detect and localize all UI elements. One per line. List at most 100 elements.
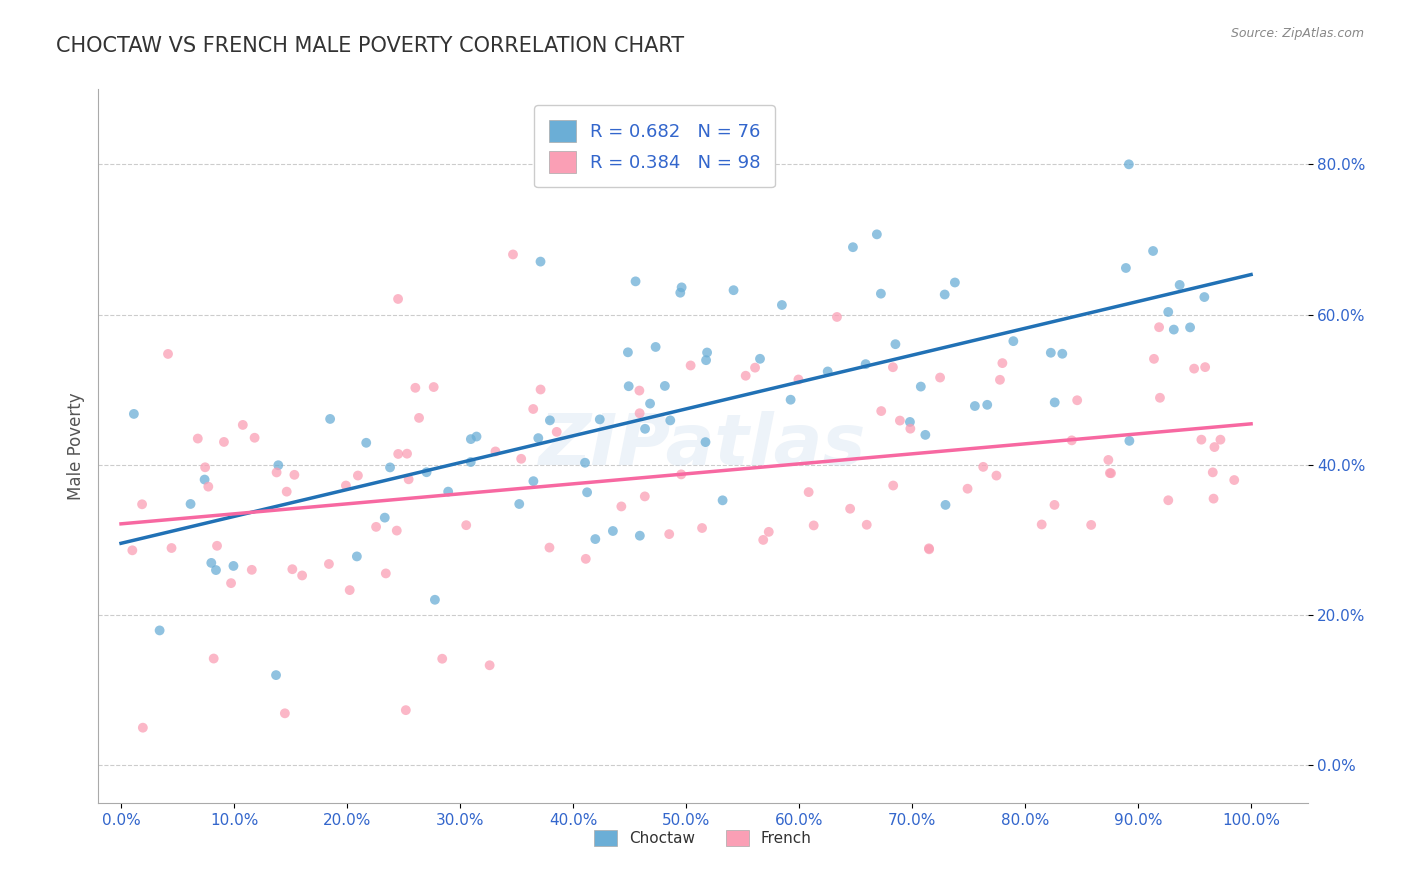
Point (456, 518, 478, 533)
Point (976, 398, 998, 412)
Point (374, 510, 396, 524)
Point (918, 542, 941, 557)
Point (318, 557, 340, 571)
Point (749, 351, 772, 366)
Point (634, 490, 657, 504)
Point (956, 482, 979, 496)
Point (232, 417, 254, 432)
Point (1194, 290, 1216, 304)
Point (538, 541, 561, 555)
Point (644, 340, 666, 354)
Point (529, 383, 551, 397)
Point (347, 468, 370, 483)
Point (583, 532, 606, 546)
Point (576, 485, 599, 500)
Point (1115, 260, 1137, 275)
Point (1149, 391, 1171, 405)
Point (1031, 517, 1053, 532)
Point (884, 337, 907, 351)
Point (522, 402, 544, 417)
Point (963, 399, 986, 413)
Point (1204, 440, 1226, 454)
Point (929, 370, 952, 384)
Point (734, 368, 756, 383)
Point (283, 467, 305, 482)
Point (291, 568, 314, 582)
Point (1060, 434, 1083, 448)
Legend: Choctaw, French: Choctaw, French (588, 824, 818, 852)
Point (1002, 334, 1025, 348)
Point (527, 431, 550, 445)
Point (510, 451, 533, 466)
Point (460, 432, 482, 446)
Point (679, 359, 702, 373)
Point (243, 431, 266, 445)
Point (122, 407, 145, 421)
Point (374, 566, 396, 581)
Point (205, 563, 228, 577)
Point (972, 459, 994, 474)
Point (354, 435, 377, 450)
Point (1118, 434, 1140, 448)
Point (797, 485, 820, 500)
Point (212, 434, 235, 449)
Point (202, 651, 225, 665)
Point (825, 310, 848, 324)
Point (364, 520, 387, 534)
Point (695, 353, 717, 368)
Point (1209, 433, 1232, 447)
Point (478, 658, 501, 673)
Point (638, 396, 661, 410)
Point (1039, 345, 1062, 359)
Point (628, 406, 651, 420)
Point (378, 460, 401, 475)
Point (1157, 305, 1180, 319)
Point (240, 563, 263, 577)
Point (276, 484, 298, 499)
Point (1080, 517, 1102, 532)
Point (1178, 320, 1201, 334)
Point (460, 455, 482, 469)
Text: Source: ZipAtlas.com: Source: ZipAtlas.com (1230, 27, 1364, 40)
Point (866, 227, 889, 242)
Point (986, 468, 1008, 483)
Point (266, 466, 288, 480)
Point (991, 356, 1014, 370)
Point (744, 360, 766, 375)
Point (319, 412, 342, 426)
Point (1052, 347, 1074, 361)
Point (723, 283, 745, 297)
Point (617, 379, 640, 393)
Point (1142, 244, 1164, 258)
Point (1118, 157, 1140, 171)
Point (156, 347, 179, 361)
Point (711, 493, 734, 508)
Point (408, 410, 430, 425)
Point (1143, 351, 1166, 366)
Point (200, 556, 222, 570)
Point (132, 721, 155, 735)
Point (1147, 320, 1170, 334)
Point (628, 529, 651, 543)
Point (855, 357, 877, 371)
Point (817, 364, 839, 378)
Point (1066, 393, 1088, 408)
Point (529, 254, 551, 268)
Point (752, 533, 775, 547)
Point (404, 381, 426, 395)
Point (695, 435, 717, 450)
Text: ZIPatlas: ZIPatlas (540, 411, 866, 481)
Point (898, 422, 921, 436)
Point (1223, 473, 1246, 487)
Point (281, 562, 304, 576)
Point (988, 373, 1011, 387)
Point (918, 541, 941, 556)
Point (160, 541, 183, 555)
Point (1043, 395, 1066, 409)
Point (267, 458, 290, 473)
Point (1202, 491, 1225, 506)
Point (787, 372, 810, 386)
Point (1043, 498, 1066, 512)
Point (423, 592, 446, 607)
Point (696, 345, 718, 359)
